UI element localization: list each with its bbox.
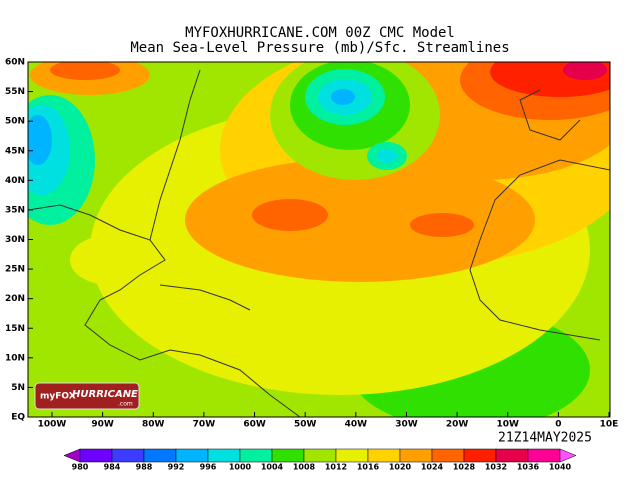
- colorbar-label: 1000: [229, 463, 252, 472]
- colorbar-swatch: [367, 448, 401, 463]
- colorbar-swatch: [175, 448, 209, 463]
- lat-label: 15N: [5, 324, 25, 334]
- colorbar-swatch: [79, 448, 113, 463]
- lon-label: 10E: [600, 420, 619, 430]
- lon-label: 60W: [243, 420, 266, 430]
- colorbar-label: 980: [72, 463, 89, 472]
- logo-name: HURRICANE: [72, 389, 138, 400]
- colorbar-swatch: [271, 448, 305, 463]
- lon-label: 80W: [142, 420, 165, 430]
- lat-label: 50N: [5, 117, 25, 127]
- colorbar-swatch: [303, 448, 337, 463]
- colorbar-swatch: [239, 448, 273, 463]
- colorbar-swatch: [335, 448, 369, 463]
- colorbar-swatch: [495, 448, 529, 463]
- logo-site: .com: [118, 401, 133, 408]
- map-field: [28, 62, 610, 417]
- lat-label: EQ: [11, 413, 25, 423]
- colorbar-label: 1032: [485, 463, 507, 472]
- lat-label: 55N: [5, 87, 25, 97]
- colorbar-label: 1020: [389, 463, 412, 472]
- logo-brand: myFOX: [40, 392, 76, 402]
- lon-label: 90W: [91, 420, 114, 430]
- subtitle: Mean Sea-Level Pressure (mb)/Sfc. Stream…: [130, 40, 509, 56]
- colorbar-swatch: [527, 448, 561, 463]
- colorbar-end: [63, 448, 81, 463]
- lon-label: 70W: [193, 420, 216, 430]
- lon-label: 10W: [497, 420, 520, 430]
- colorbar-end: [559, 448, 577, 463]
- lon-label: 0: [555, 420, 561, 430]
- lat-label: 10N: [5, 353, 25, 363]
- colorbar-label: 1024: [421, 463, 444, 472]
- colorbar-swatch: [463, 448, 497, 463]
- colorbar-swatch: [431, 448, 465, 463]
- colorbar-label: 1016: [357, 463, 380, 472]
- valid-time: 21Z14MAY2025: [498, 431, 592, 446]
- colorbar-label: 988: [136, 463, 153, 472]
- lat-label: 60N: [5, 58, 25, 68]
- colorbar-swatch: [111, 448, 145, 463]
- colorbar-label: 996: [200, 463, 217, 472]
- lon-label: 50W: [294, 420, 317, 430]
- lon-label: 20W: [446, 420, 469, 430]
- colorbar-swatch: [399, 448, 433, 463]
- lat-label: 20N: [5, 294, 25, 304]
- lat-label: 45N: [5, 146, 25, 156]
- lat-label: 25N: [5, 265, 25, 275]
- lon-label: 30W: [395, 420, 418, 430]
- lat-label: 40N: [5, 176, 25, 186]
- lat-label: 30N: [5, 235, 25, 245]
- colorbar-label: 1004: [261, 463, 284, 472]
- lon-label: 40W: [345, 420, 368, 430]
- lat-label: 35N: [5, 205, 25, 215]
- colorbar-swatch: [143, 448, 177, 463]
- colorbar-label: 1040: [549, 463, 572, 472]
- colorbar-label: 984: [104, 463, 121, 472]
- colorbar-label: 1036: [517, 463, 540, 472]
- title: MYFOXHURRICANE.COM 00Z CMC Model: [185, 25, 455, 41]
- lon-label: 100W: [38, 420, 67, 430]
- colorbar-swatch: [207, 448, 241, 463]
- colorbar-label: 1008: [293, 463, 316, 472]
- lat-label: 5N: [11, 383, 25, 393]
- colorbar-label: 992: [168, 463, 185, 472]
- logo: myFOX HURRICANE .com: [34, 382, 140, 410]
- colorbar-label: 1012: [325, 463, 347, 472]
- colorbar-label: 1028: [453, 463, 476, 472]
